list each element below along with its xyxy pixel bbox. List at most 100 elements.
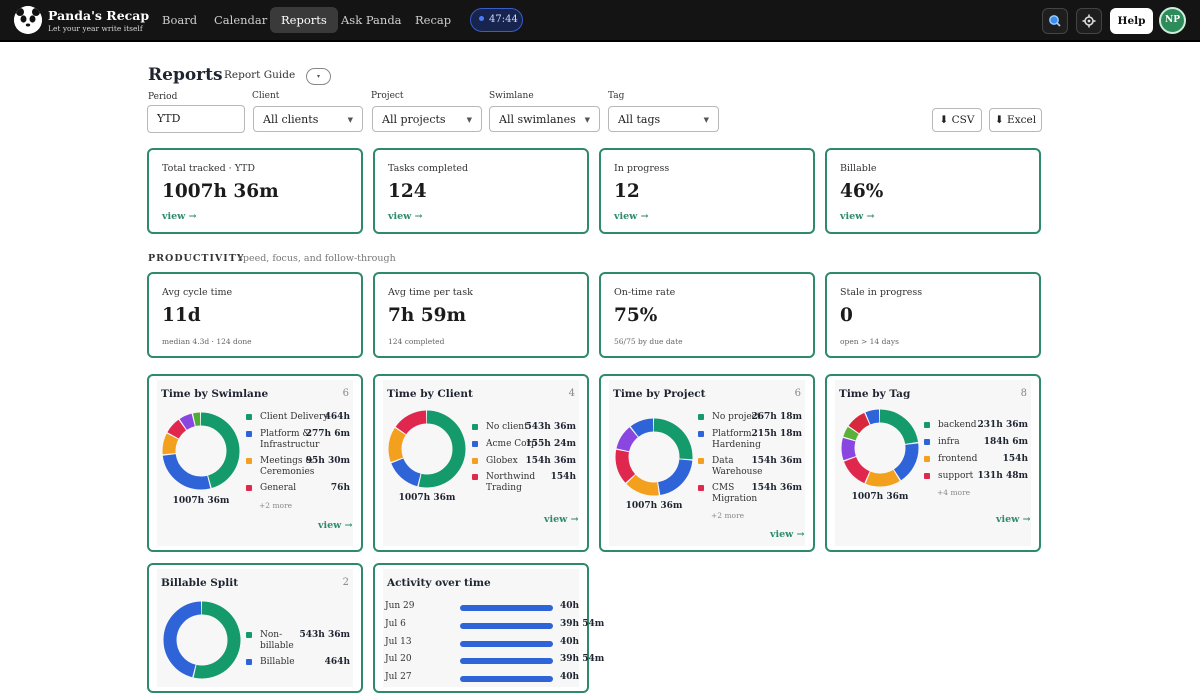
swimlane-select[interactable]: All swimlanes ▼: [489, 106, 600, 132]
search-button[interactable]: [1042, 8, 1068, 34]
legend-name: infra: [938, 437, 960, 447]
donut-slice-1[interactable]: [162, 412, 240, 490]
donut-slice-0[interactable]: [615, 418, 693, 496]
legend-name: Data Warehouse: [712, 456, 763, 477]
legend-swatch: [246, 458, 252, 464]
nav-ask-panda[interactable]: Ask Panda: [341, 13, 402, 27]
donut-slice-4[interactable]: [841, 409, 919, 487]
donut-slice-0[interactable]: [163, 601, 241, 679]
metric-card-time-per-task: Avg time per task 7h 59m 124 completed: [373, 272, 589, 358]
help-button[interactable]: Help: [1110, 8, 1153, 34]
donut-slice-3[interactable]: [615, 418, 693, 496]
legend-swatch: [698, 414, 704, 420]
legend-swatch: [924, 439, 930, 445]
project-select[interactable]: All projects ▼: [372, 106, 482, 132]
legend-more[interactable]: +2 more: [711, 511, 745, 520]
nav-recap[interactable]: Recap: [415, 13, 452, 27]
legend-item: General 76h: [246, 483, 350, 497]
donut-slice-2[interactable]: [388, 410, 466, 488]
donut-slice-2[interactable]: [162, 412, 240, 490]
panda-logo-icon[interactable]: [14, 6, 42, 34]
card-value: 7h 59m: [388, 305, 467, 326]
panel-inner: [157, 380, 353, 546]
card-value: 124: [388, 181, 427, 202]
client-select[interactable]: All clients ▼: [253, 106, 363, 132]
legend-value: 76h: [330, 483, 350, 493]
donut-slice-2[interactable]: [615, 418, 693, 496]
chevron-down-icon: ▼: [466, 116, 472, 124]
card-value: 1007h 36m: [162, 181, 279, 202]
card-label: On-time rate: [614, 287, 676, 298]
panel-view-link[interactable]: view →: [996, 514, 1031, 525]
legend-item: Meetings & Ceremonies 95h 30m: [246, 456, 350, 482]
panel-time-by-swimlane: Time by Swimlane 6 1007h 36m Client Deli…: [147, 374, 363, 552]
legend-value: 131h 48m: [977, 471, 1028, 481]
card-value: 75%: [614, 305, 658, 326]
legend-name: support: [938, 471, 974, 481]
nav-board[interactable]: Board: [162, 13, 198, 27]
export-excel-button[interactable]: ⬇ Excel: [989, 108, 1042, 132]
legend-swatch: [472, 441, 478, 447]
donut-slice-0[interactable]: [841, 409, 919, 487]
legend-name: Billable: [260, 657, 295, 667]
donut-slice-1[interactable]: [163, 601, 241, 679]
legend-value: 464h: [324, 412, 350, 422]
legend-name: CMS Migration: [712, 483, 758, 504]
metric-card-stale: Stale in progress 0 open > 14 days: [825, 272, 1041, 358]
panel-title: Activity over time: [387, 577, 491, 589]
report-guide-toggle[interactable]: ▾: [306, 68, 331, 85]
tag-select-value: All tags: [618, 113, 661, 126]
legend-item: support 131h 48m: [924, 471, 1028, 485]
panel-view-link[interactable]: view →: [544, 514, 579, 525]
card-view-link[interactable]: view →: [162, 211, 197, 222]
card-value: 12: [614, 181, 640, 202]
card-subtext: open > 14 days: [840, 337, 899, 346]
tag-select[interactable]: All tags ▼: [608, 106, 719, 132]
card-label: In progress: [614, 163, 670, 174]
timer-pill[interactable]: 47:44: [470, 8, 523, 32]
activity-value: 40h: [560, 601, 580, 611]
legend-more[interactable]: +2 more: [259, 501, 293, 510]
card-view-link[interactable]: view →: [614, 211, 649, 222]
panel-time-by-tag: Time by Tag 8 1007h 36m backend 231h 36m …: [825, 374, 1041, 552]
card-label: Total tracked · YTD: [162, 163, 255, 174]
panel-total: 1007h 36m: [851, 492, 909, 502]
panel-view-link[interactable]: view →: [770, 529, 805, 540]
card-value: 46%: [840, 181, 884, 202]
user-avatar[interactable]: NP: [1159, 7, 1186, 34]
search-icon: [1049, 15, 1061, 27]
panel-activity-over-time: Activity over time Jun 29 40h Jul 6 39h 54…: [373, 563, 604, 693]
period-input[interactable]: YTD: [147, 105, 245, 133]
legend-swatch: [924, 456, 930, 462]
donut-slice-2[interactable]: [841, 409, 919, 487]
legend-item: CMS Migration 154h 36m: [698, 483, 802, 509]
legend-more[interactable]: +4 more: [937, 488, 971, 497]
card-view-link[interactable]: view →: [388, 211, 423, 222]
panel-view-link[interactable]: view →: [318, 520, 353, 531]
donut-slice-1[interactable]: [841, 409, 919, 487]
summary-card-in-progress: In progress 12 view →: [599, 148, 815, 234]
legend-name: frontend: [938, 454, 978, 464]
chevron-down-icon: ▼: [584, 116, 590, 124]
report-guide-label[interactable]: Report Guide: [224, 69, 296, 81]
nav-reports[interactable]: Reports: [270, 7, 338, 33]
filter-swimlane-label: Swimlane: [489, 91, 534, 101]
nav-calendar[interactable]: Calendar: [214, 13, 268, 27]
legend-name: Globex: [486, 456, 518, 466]
legend-value: 215h 18m: [751, 429, 802, 439]
activity-value: 40h: [560, 672, 580, 682]
legend-value: 231h 36m: [977, 420, 1028, 430]
donut-slice-0[interactable]: [162, 412, 240, 490]
settings-button[interactable]: [1076, 8, 1102, 34]
legend-value: 154h 36m: [751, 456, 802, 466]
productivity-heading: PRODUCTIVITY: [148, 253, 245, 264]
project-select-value: All projects: [382, 113, 446, 126]
export-csv-button[interactable]: ⬇ CSV: [932, 108, 982, 132]
panel-time-by-project: Time by Project 6 1007h 36m No project 26…: [599, 374, 815, 552]
legend-item: Client Delivery 464h: [246, 412, 350, 426]
client-donut-chart: [388, 410, 466, 488]
brand-title: Panda's Recap: [48, 8, 150, 23]
donut-slice-0[interactable]: [388, 410, 466, 488]
legend-name: Platform & Infrastructur: [260, 429, 320, 450]
card-view-link[interactable]: view →: [840, 211, 875, 222]
